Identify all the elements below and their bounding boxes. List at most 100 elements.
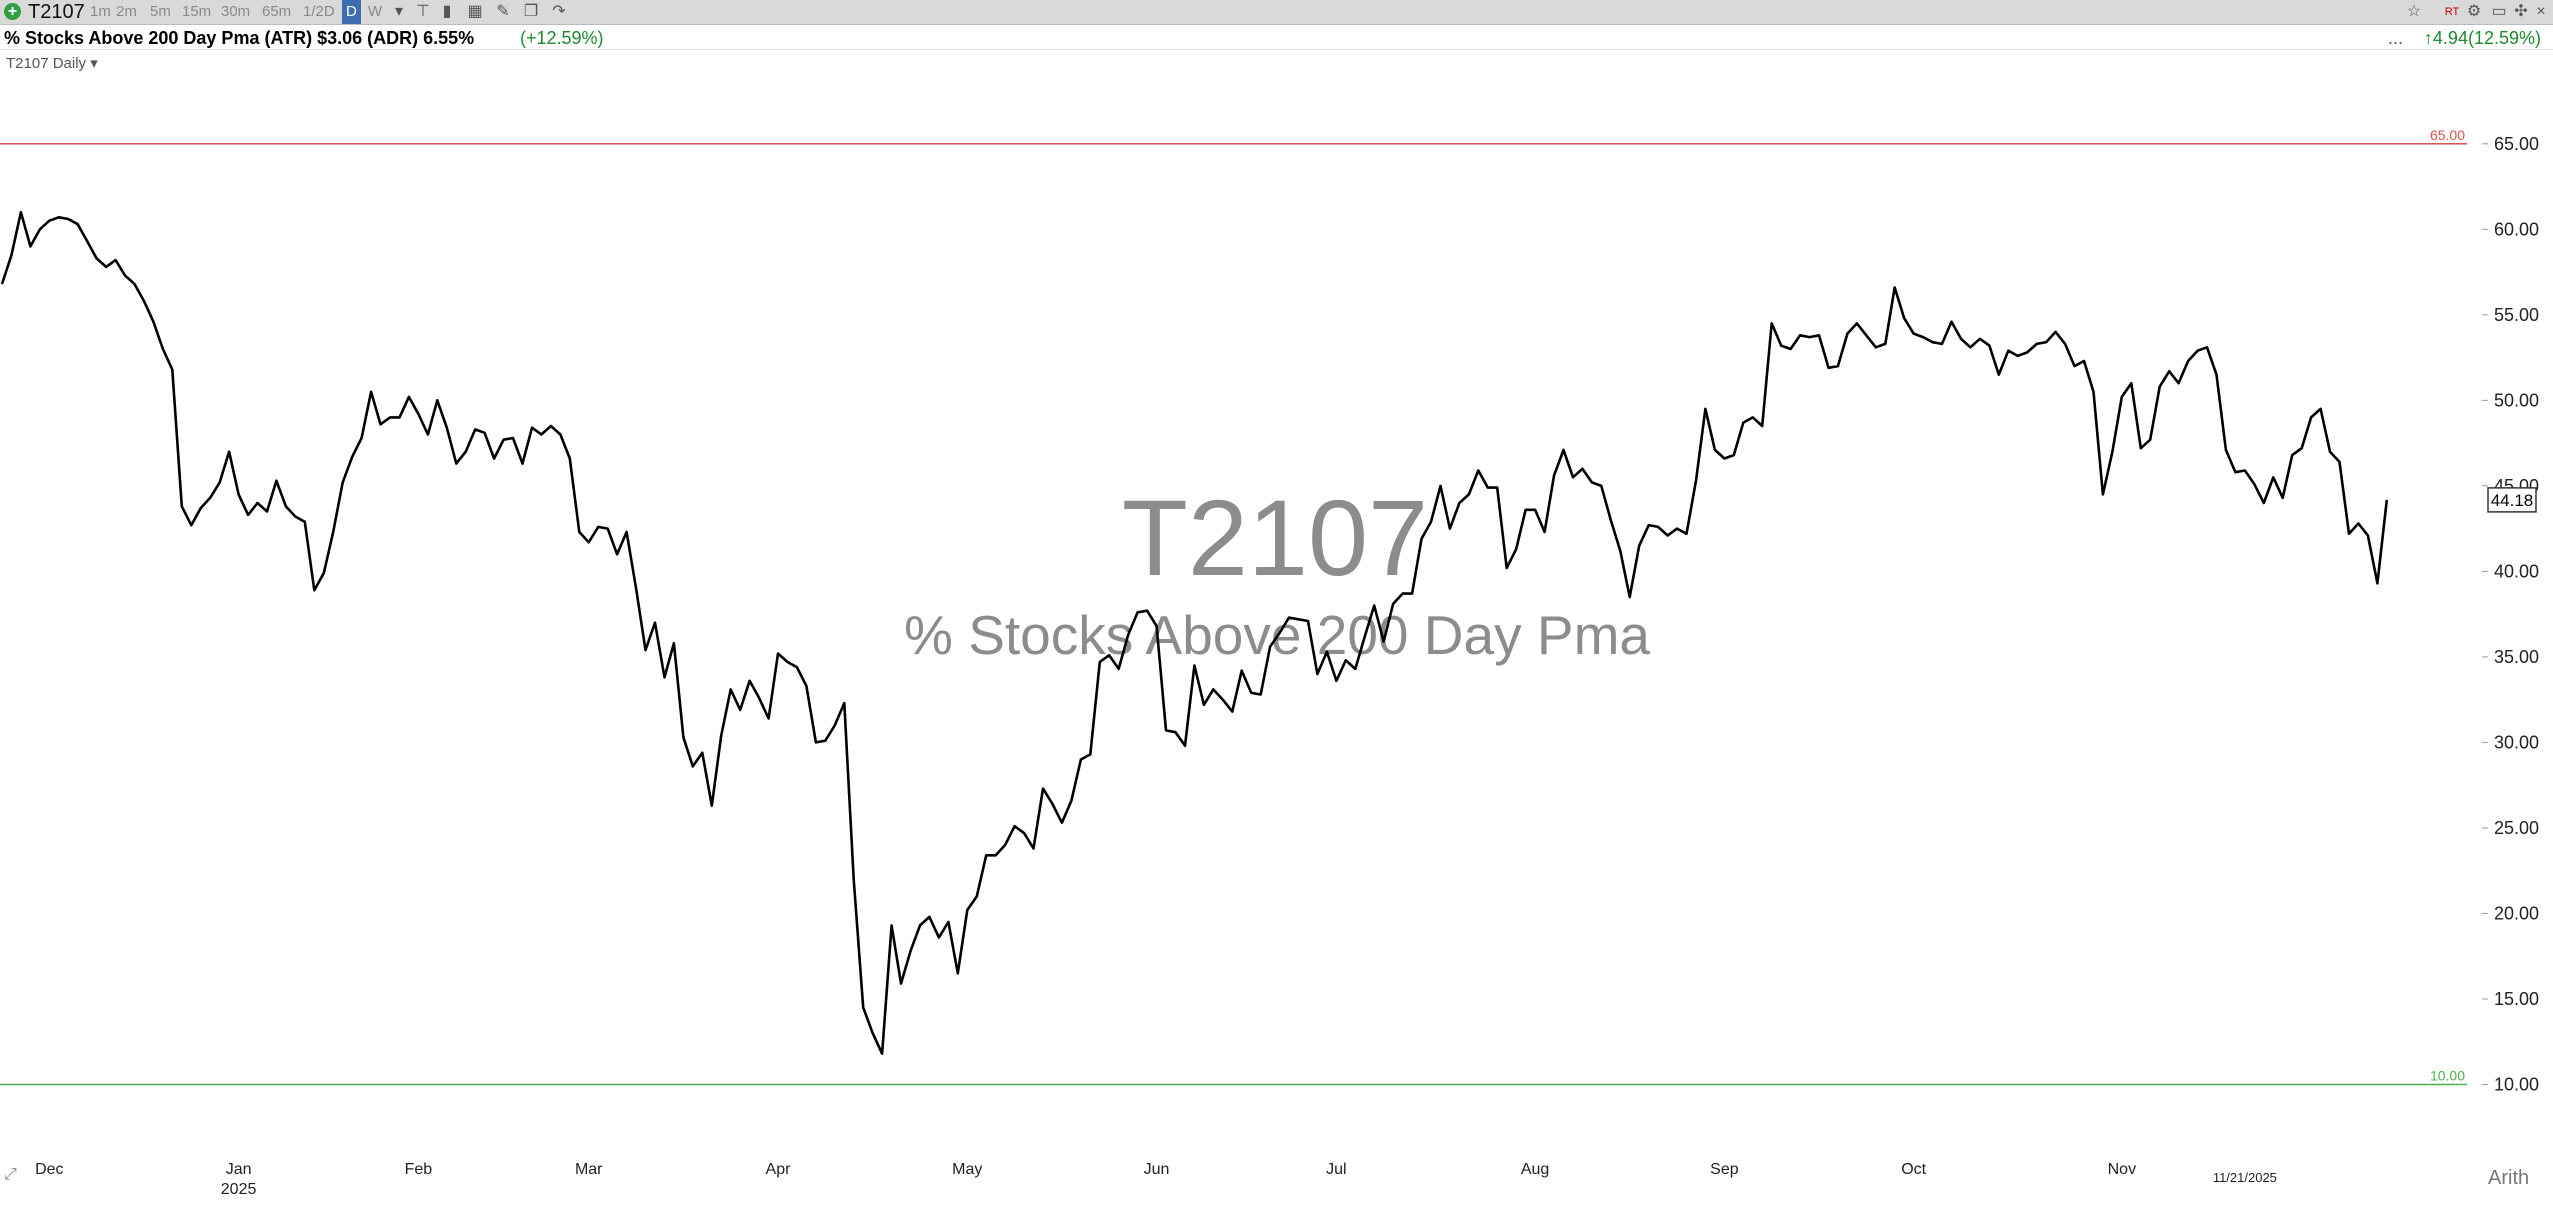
data-point — [1960, 338, 1963, 341]
rt-icon[interactable]: RT — [2444, 6, 2460, 18]
data-point — [2092, 391, 2095, 394]
data-point — [143, 300, 146, 303]
data-point — [266, 510, 269, 513]
data-point — [2026, 351, 2029, 354]
star-icon[interactable]: ☆ — [2406, 3, 2422, 20]
settings-icon[interactable]: ⚙ — [2466, 3, 2482, 20]
scale-type-label[interactable]: Arith — [2488, 1167, 2529, 1189]
data-point — [2225, 449, 2228, 452]
interval-15m[interactable]: 15m — [182, 3, 212, 20]
interval-weekly[interactable]: W — [368, 3, 383, 20]
data-point — [1912, 332, 1915, 335]
data-point — [1496, 486, 1499, 489]
x-tick-label: Dec — [35, 1161, 63, 1178]
x-tick-label: 11/21/2025 — [2213, 1170, 2277, 1185]
data-point — [1619, 550, 1622, 553]
toolbar: + T2107 1m 2m 5m 15m 30m 65m 1/2D D W ▾ … — [0, 0, 2553, 25]
data-point — [625, 531, 628, 534]
data-point — [2253, 483, 2256, 486]
data-point — [531, 426, 534, 429]
text-tool-icon[interactable]: ⊤ — [416, 3, 430, 20]
data-point — [1401, 592, 1404, 595]
data-point — [2357, 522, 2360, 525]
pages-icon[interactable]: ❐ — [523, 3, 539, 20]
data-point — [455, 462, 458, 465]
data-point — [1591, 481, 1594, 484]
interval-2m[interactable]: 2m — [116, 3, 137, 20]
dropdown-icon[interactable]: ▾ — [394, 3, 404, 20]
data-point — [1070, 799, 1073, 802]
interval-half-day[interactable]: 1/2D — [303, 3, 335, 20]
data-point — [540, 433, 543, 436]
data-point — [1117, 668, 1120, 671]
data-point — [228, 450, 231, 453]
data-point — [48, 219, 51, 222]
data-point — [1269, 645, 1272, 648]
close-icon[interactable]: × — [2536, 3, 2546, 20]
data-point — [777, 652, 780, 655]
x-tick-label: Feb — [405, 1161, 433, 1178]
data-point — [2206, 346, 2209, 349]
data-point — [1827, 367, 1830, 370]
data-point — [1345, 659, 1348, 662]
interval-1m[interactable]: 1m — [90, 3, 111, 20]
data-point — [2064, 343, 2067, 346]
pencil-icon[interactable]: ✎ — [496, 3, 510, 20]
data-point — [2121, 396, 2124, 399]
more-icon[interactable]: ... — [2387, 28, 2403, 48]
data-point — [1013, 825, 1016, 828]
data-point — [1647, 524, 1650, 527]
data-point — [1610, 519, 1613, 522]
bars-icon[interactable]: ▮ — [442, 3, 452, 20]
data-point — [900, 982, 903, 985]
interval-65m[interactable]: 65m — [262, 3, 292, 20]
data-point — [1979, 338, 1982, 341]
data-point — [1988, 344, 1991, 347]
data-point — [2130, 382, 2133, 385]
data-point — [1714, 449, 1717, 452]
data-point — [1080, 758, 1083, 761]
data-point — [1430, 521, 1433, 524]
x-tick-label: Jan — [226, 1161, 252, 1178]
percent-change: (+12.59%) — [520, 28, 604, 48]
data-point — [1837, 365, 1840, 368]
data-point — [597, 526, 600, 529]
data-point — [1099, 661, 1102, 664]
layout-icon[interactable]: ▦ — [467, 3, 483, 20]
data-point — [890, 924, 893, 927]
data-point — [133, 283, 136, 286]
data-point — [1846, 332, 1849, 335]
data-point — [285, 505, 288, 508]
interval-daily[interactable]: D — [342, 0, 361, 24]
symbol-input[interactable]: T2107 — [28, 1, 85, 23]
data-point — [1420, 538, 1423, 541]
data-point — [711, 804, 714, 807]
data-point — [862, 1006, 865, 1009]
data-point — [1193, 664, 1196, 667]
maximize-icon[interactable]: ✣ — [2514, 3, 2528, 20]
data-point — [1288, 616, 1291, 619]
interval-5m[interactable]: 5m — [150, 3, 171, 20]
window-icon[interactable]: ▭ — [2491, 3, 2507, 20]
share-icon[interactable]: ↷ — [552, 3, 566, 20]
data-point — [1184, 745, 1187, 748]
add-icon[interactable]: + — [4, 3, 21, 20]
price-chart[interactable]: T2107% Stocks Above 200 Day Pma 65.0010.… — [0, 50, 2553, 1209]
data-point — [2367, 534, 2370, 537]
data-point — [2310, 416, 2313, 419]
interval-30m[interactable]: 30m — [221, 3, 251, 20]
data-point — [114, 259, 117, 262]
data-point — [824, 739, 827, 742]
data-point — [1562, 449, 1565, 452]
data-point — [152, 320, 155, 323]
data-point — [701, 751, 704, 754]
data-point — [1335, 680, 1338, 683]
data-point — [2386, 499, 2389, 502]
study-label[interactable]: T2107 Daily ▾ — [6, 55, 98, 72]
watermark-symbol: T2107 — [1122, 477, 1428, 598]
data-point — [105, 266, 108, 269]
data-point — [909, 950, 912, 953]
scale-toggle-icon[interactable]: ⤢ — [4, 1166, 17, 1183]
data-point — [1458, 502, 1461, 505]
data-point — [767, 717, 770, 720]
